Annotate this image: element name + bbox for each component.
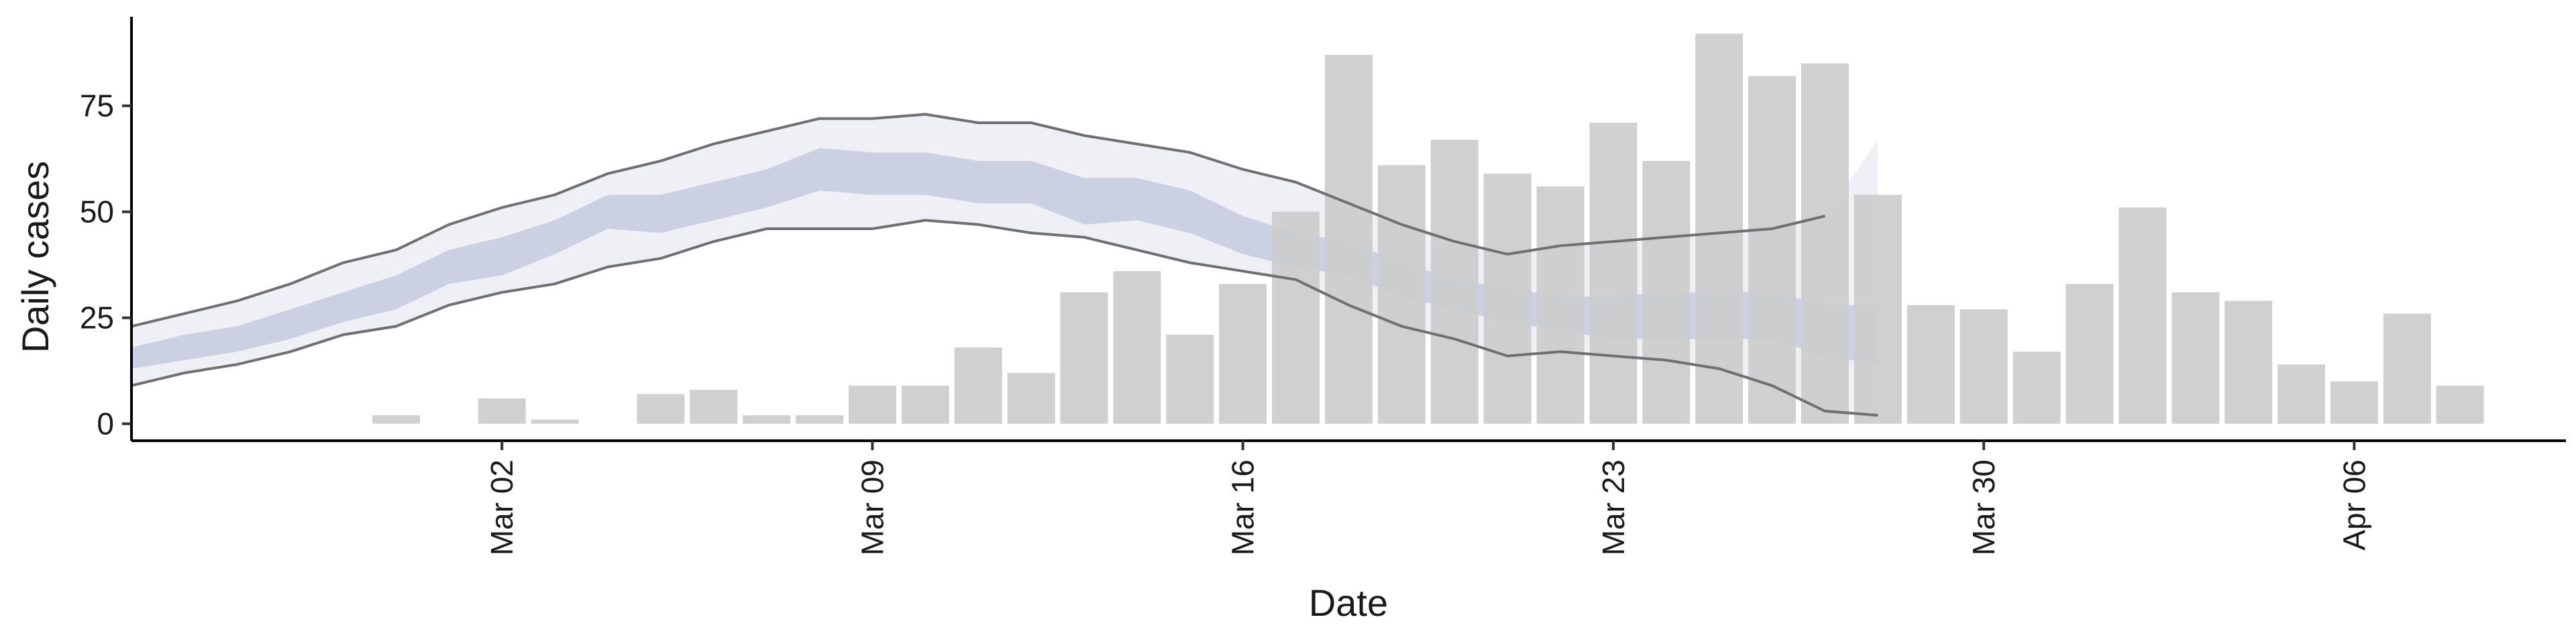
bar-2020-03-03 bbox=[531, 419, 579, 424]
y-tick-label-75: 75 bbox=[80, 89, 114, 123]
bar-2020-03-29 bbox=[1907, 305, 1955, 424]
bar-2020-03-25 bbox=[1695, 34, 1743, 424]
x-axis: Mar 02 Mar 09 Mar 16 Mar 23 Mar 30 Apr 06 bbox=[131, 439, 2566, 555]
bar-2020-03-07 bbox=[743, 415, 791, 424]
bar-2020-04-01 bbox=[2065, 284, 2114, 424]
bar-2020-02-29 bbox=[372, 415, 420, 424]
bar-2020-03-16 bbox=[1219, 284, 1267, 424]
y-axis: 0 25 50 75 bbox=[80, 17, 133, 441]
y-tick-label-50: 50 bbox=[80, 195, 114, 229]
bar-2020-03-15 bbox=[1166, 335, 1214, 424]
bar-2020-03-14 bbox=[1113, 271, 1161, 424]
bar-2020-03-30 bbox=[1960, 309, 2008, 424]
x-tick-label-2020-03-09: Mar 09 bbox=[855, 460, 890, 555]
bar-2020-04-06 bbox=[2330, 381, 2378, 424]
bar-2020-03-06 bbox=[690, 390, 738, 424]
estimate-bound-lines bbox=[131, 113, 1878, 417]
bar-2020-03-08 bbox=[796, 415, 844, 424]
bars bbox=[372, 34, 2484, 424]
bar-2020-03-31 bbox=[2012, 352, 2061, 424]
bar-2020-04-03 bbox=[2171, 292, 2220, 424]
bar-2020-03-11 bbox=[954, 347, 1002, 424]
y-tick-label-0: 0 bbox=[97, 407, 114, 441]
bar-2020-03-26 bbox=[1748, 76, 1796, 424]
bar-2020-03-10 bbox=[901, 385, 949, 424]
bar-2020-03-28 bbox=[1854, 195, 1902, 424]
bar-2020-03-24 bbox=[1642, 160, 1690, 424]
upper-bound-line bbox=[131, 113, 1825, 328]
bar-2020-04-04 bbox=[2224, 301, 2273, 424]
bar-2020-03-21 bbox=[1483, 173, 1532, 424]
x-tick-label-2020-03-30: Mar 30 bbox=[1966, 460, 2001, 555]
x-tick-label-2020-03-23: Mar 23 bbox=[1596, 460, 1631, 555]
bar-2020-03-22 bbox=[1536, 186, 1585, 424]
bar-2020-03-20 bbox=[1430, 140, 1479, 424]
bar-2020-03-12 bbox=[1007, 372, 1055, 424]
x-tick-label-2020-03-16: Mar 16 bbox=[1226, 460, 1260, 555]
estimate-band-50 bbox=[131, 148, 1878, 369]
y-axis-title: Daily cases bbox=[14, 161, 56, 353]
x-axis-title: Date bbox=[1309, 582, 1388, 624]
bar-2020-03-23 bbox=[1589, 123, 1638, 424]
y-tick-label-25: 25 bbox=[80, 301, 114, 335]
bar-2020-03-17 bbox=[1272, 211, 1320, 424]
lower-bound-line bbox=[131, 219, 1878, 417]
bar-2020-03-18 bbox=[1325, 54, 1373, 424]
bar-2020-03-05 bbox=[637, 394, 685, 424]
bar-2020-04-08 bbox=[2436, 385, 2484, 424]
x-tick-label-2020-04-06: Apr 06 bbox=[2337, 460, 2371, 551]
bar-2020-03-27 bbox=[1801, 63, 1849, 424]
bar-2020-03-09 bbox=[849, 385, 896, 424]
bar-2020-04-02 bbox=[2118, 207, 2167, 424]
bar-2020-04-05 bbox=[2277, 364, 2325, 424]
bar-2020-04-07 bbox=[2383, 313, 2431, 424]
estimate-band-inner bbox=[131, 148, 1878, 369]
x-tick-label-2020-03-02: Mar 02 bbox=[484, 460, 519, 555]
bar-2020-03-13 bbox=[1060, 292, 1108, 424]
bar-2020-03-19 bbox=[1377, 165, 1426, 424]
bar-2020-03-02 bbox=[478, 398, 526, 424]
